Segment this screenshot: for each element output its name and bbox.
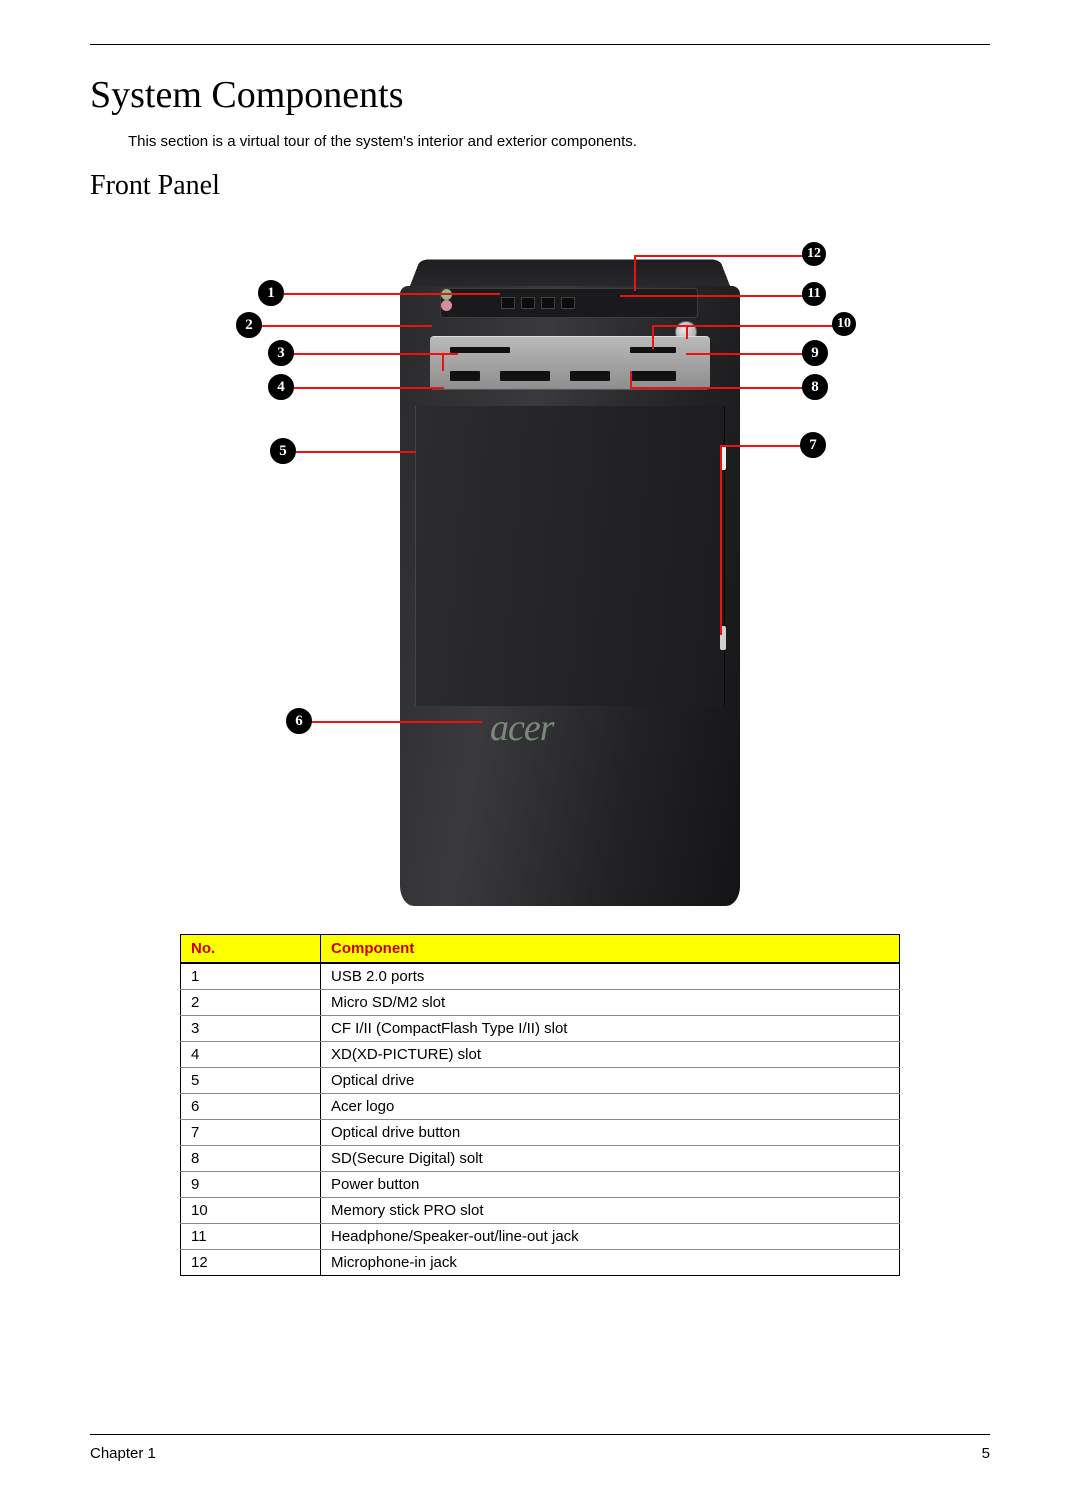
table-row: 12Microphone-in jack (181, 1250, 900, 1276)
usb-port-icon (501, 297, 515, 309)
front-panel-figure: acer 123456121110987 (220, 216, 860, 916)
callout-line (634, 255, 804, 257)
callout-line (720, 445, 802, 447)
callout-badge-9: 9 (802, 340, 828, 366)
callout-line (686, 325, 688, 339)
table-cell-no: 11 (181, 1224, 321, 1250)
table-cell-component: USB 2.0 ports (321, 963, 900, 990)
table-row: 4XD(XD-PICTURE) slot (181, 1042, 900, 1068)
table-cell-component: Optical drive (321, 1068, 900, 1094)
table-cell-no: 6 (181, 1094, 321, 1120)
card-slot-icon (450, 347, 510, 353)
callout-line (296, 451, 416, 453)
table-row: 9Power button (181, 1172, 900, 1198)
table-row: 7Optical drive button (181, 1120, 900, 1146)
callout-badge-4: 4 (268, 374, 294, 400)
table-row: 3CF I/II (CompactFlash Type I/II) slot (181, 1016, 900, 1042)
page-footer: Chapter 1 5 (90, 1434, 990, 1462)
table-cell-no: 9 (181, 1172, 321, 1198)
callout-line (686, 353, 804, 355)
callout-line (620, 295, 804, 297)
table-row: 10Memory stick PRO slot (181, 1198, 900, 1224)
table-row: 5Optical drive (181, 1068, 900, 1094)
table-cell-no: 2 (181, 990, 321, 1016)
table-header-component: Component (321, 935, 900, 964)
table-cell-component: CF I/II (CompactFlash Type I/II) slot (321, 1016, 900, 1042)
section-subtitle: Front Panel (90, 170, 990, 202)
callout-badge-10: 10 (832, 312, 856, 336)
callout-line (294, 353, 458, 355)
callout-line (720, 445, 722, 635)
callout-line (294, 387, 444, 389)
table-cell-component: XD(XD-PICTURE) slot (321, 1042, 900, 1068)
footer-page-number: 5 (982, 1445, 990, 1462)
callout-line (284, 293, 500, 295)
table-cell-no: 8 (181, 1146, 321, 1172)
table-row: 8SD(Secure Digital) solt (181, 1146, 900, 1172)
footer-chapter: Chapter 1 (90, 1445, 156, 1462)
callout-badge-5: 5 (270, 438, 296, 464)
table-row: 6Acer logo (181, 1094, 900, 1120)
card-slot-icon (450, 371, 480, 381)
callout-line (312, 721, 482, 723)
callout-badge-8: 8 (802, 374, 828, 400)
table-cell-component: Headphone/Speaker-out/line-out jack (321, 1224, 900, 1250)
mic-jack-icon (441, 300, 452, 311)
tower-illustration: acer (400, 226, 740, 916)
callout-badge-2: 2 (236, 312, 262, 338)
table-row: 1USB 2.0 ports (181, 963, 900, 990)
table-cell-component: Memory stick PRO slot (321, 1198, 900, 1224)
callout-line (262, 325, 432, 327)
table-cell-no: 3 (181, 1016, 321, 1042)
callout-line (442, 353, 444, 371)
intro-text: This section is a virtual tour of the sy… (128, 133, 990, 150)
table-cell-component: Optical drive button (321, 1120, 900, 1146)
callout-line (630, 371, 632, 389)
callout-line (652, 325, 654, 349)
callout-badge-12: 12 (802, 242, 826, 266)
callout-badge-1: 1 (258, 280, 284, 306)
table-cell-no: 5 (181, 1068, 321, 1094)
usb-port-icon (561, 297, 575, 309)
usb-port-icon (521, 297, 535, 309)
table-cell-component: Microphone-in jack (321, 1250, 900, 1276)
table-cell-no: 1 (181, 963, 321, 990)
acer-logo: acer (490, 706, 554, 750)
callout-badge-6: 6 (286, 708, 312, 734)
callout-badge-7: 7 (800, 432, 826, 458)
table-cell-no: 7 (181, 1120, 321, 1146)
table-row: 11Headphone/Speaker-out/line-out jack (181, 1224, 900, 1250)
table-header-row: No. Component (181, 935, 900, 964)
table-cell-component: Power button (321, 1172, 900, 1198)
table-cell-component: Micro SD/M2 slot (321, 990, 900, 1016)
card-slot-icon (500, 371, 550, 381)
table-cell-no: 12 (181, 1250, 321, 1276)
card-slot-icon (570, 371, 610, 381)
table-row: 2Micro SD/M2 slot (181, 990, 900, 1016)
callout-line (630, 387, 804, 389)
usb-port-icon (541, 297, 555, 309)
table-cell-component: Acer logo (321, 1094, 900, 1120)
components-table: No. Component 1USB 2.0 ports2Micro SD/M2… (180, 934, 900, 1276)
top-rule (90, 44, 990, 45)
table-cell-component: SD(Secure Digital) solt (321, 1146, 900, 1172)
table-cell-no: 10 (181, 1198, 321, 1224)
callout-badge-11: 11 (802, 282, 826, 306)
page-title: System Components (90, 73, 990, 117)
card-slot-icon (630, 371, 676, 381)
optical-drive-bay (415, 406, 725, 706)
table-header-no: No. (181, 935, 321, 964)
callout-badge-3: 3 (268, 340, 294, 366)
figure-container: acer 123456121110987 (90, 216, 990, 916)
table-cell-no: 4 (181, 1042, 321, 1068)
callout-line (652, 325, 834, 327)
card-reader (430, 336, 710, 390)
footer-rule (90, 1434, 990, 1435)
callout-line (634, 255, 636, 291)
